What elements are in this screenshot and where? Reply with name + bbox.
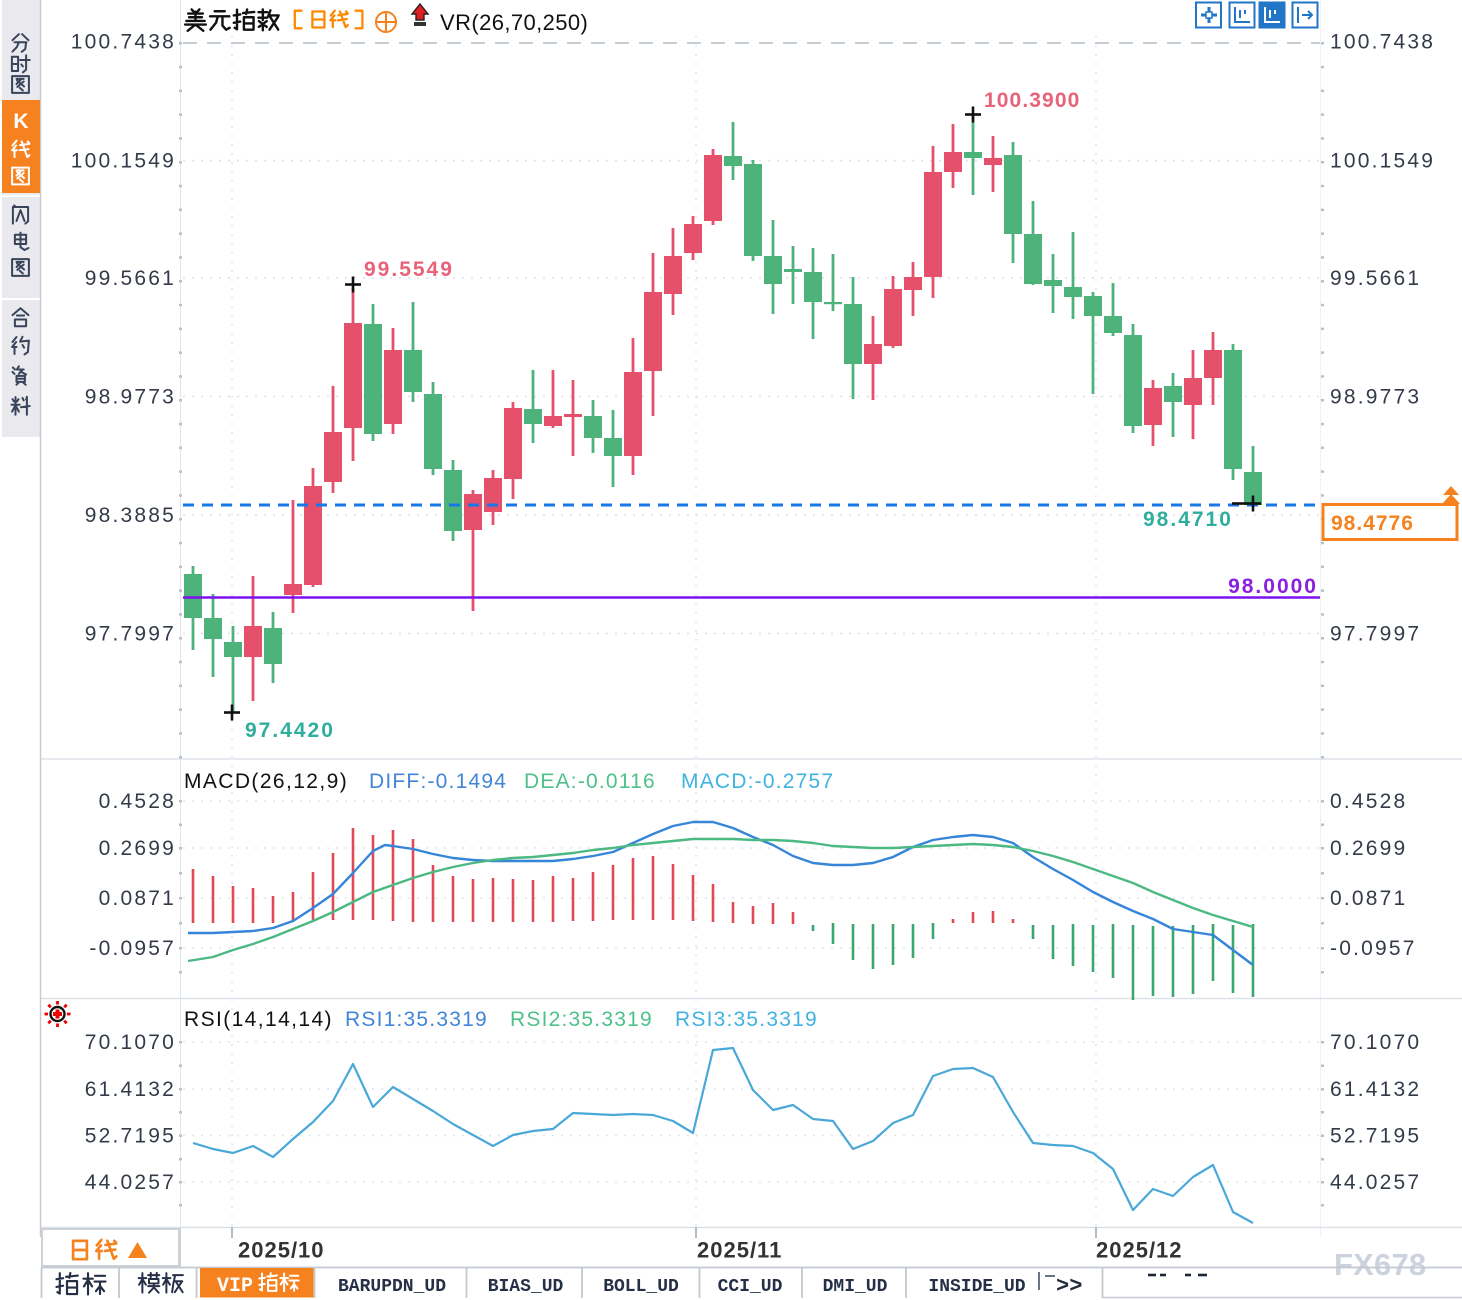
svg-text:98.9773: 98.9773 <box>85 386 176 409</box>
svg-text:CCI_UD: CCI_UD <box>718 1277 783 1297</box>
svg-text:BIAS_UD: BIAS_UD <box>488 1277 564 1297</box>
svg-text:0.0871: 0.0871 <box>1330 887 1407 910</box>
svg-text:99.5661: 99.5661 <box>1330 267 1421 290</box>
svg-text:-0.0957: -0.0957 <box>1330 937 1417 960</box>
svg-text:99.5661: 99.5661 <box>85 267 176 290</box>
svg-text:DEA:-0.0116: DEA:-0.0116 <box>524 770 656 793</box>
svg-text:61.4132: 61.4132 <box>1330 1078 1421 1101</box>
svg-text:0.0871: 0.0871 <box>99 887 176 910</box>
svg-text:K: K <box>13 110 28 133</box>
svg-text:100.1549: 100.1549 <box>1330 150 1435 173</box>
svg-text:98.0000: 98.0000 <box>1228 575 1318 598</box>
svg-text:RSI3:35.3319: RSI3:35.3319 <box>675 1008 818 1031</box>
svg-text:98.3885: 98.3885 <box>85 504 176 527</box>
svg-text:100.7438: 100.7438 <box>1330 31 1435 54</box>
svg-text:97.7997: 97.7997 <box>85 623 176 646</box>
svg-text:RSI2:35.3319: RSI2:35.3319 <box>510 1008 653 1031</box>
svg-text:MACD:-0.2757: MACD:-0.2757 <box>681 770 834 793</box>
svg-text:100.3900: 100.3900 <box>984 89 1080 112</box>
svg-text:98.9773: 98.9773 <box>1330 386 1421 409</box>
svg-text:44.0257: 44.0257 <box>1330 1171 1421 1194</box>
svg-text:RSI1:35.3319: RSI1:35.3319 <box>345 1008 488 1031</box>
svg-text:VIP: VIP <box>217 1275 253 1298</box>
svg-text:DIFF:-0.1494: DIFF:-0.1494 <box>369 770 507 793</box>
svg-text:2025/10: 2025/10 <box>238 1238 325 1263</box>
svg-text:DMI_UD: DMI_UD <box>823 1277 888 1297</box>
svg-text:100.1549: 100.1549 <box>71 150 176 173</box>
svg-text:2025/12: 2025/12 <box>1096 1238 1183 1263</box>
svg-text:BOLL_UD: BOLL_UD <box>603 1277 679 1297</box>
svg-text:BARUPDN_UD: BARUPDN_UD <box>338 1277 446 1297</box>
svg-text:97.4420: 97.4420 <box>245 719 335 742</box>
svg-text:VR(26,70,250): VR(26,70,250) <box>440 10 588 35</box>
svg-text:98.4776: 98.4776 <box>1331 512 1414 535</box>
svg-text:44.0257: 44.0257 <box>85 1171 176 1194</box>
svg-text:97.7997: 97.7997 <box>1330 623 1421 646</box>
svg-text:0.2699: 0.2699 <box>1330 837 1407 860</box>
svg-text:100.7438: 100.7438 <box>71 31 176 54</box>
svg-text:2025/11: 2025/11 <box>697 1238 782 1263</box>
svg-text:61.4132: 61.4132 <box>85 1078 176 1101</box>
svg-text:70.1070: 70.1070 <box>1330 1031 1421 1054</box>
svg-text:0.4528: 0.4528 <box>1330 790 1407 813</box>
svg-text:70.1070: 70.1070 <box>85 1031 176 1054</box>
svg-text:MACD(26,12,9): MACD(26,12,9) <box>184 770 348 793</box>
svg-text:-0.0957: -0.0957 <box>89 937 176 960</box>
svg-text:0.4528: 0.4528 <box>99 790 176 813</box>
svg-text:>>: >> <box>1056 1274 1082 1299</box>
svg-text:98.4710: 98.4710 <box>1143 508 1233 531</box>
svg-text:RSI(14,14,14): RSI(14,14,14) <box>184 1008 333 1031</box>
svg-text:0.2699: 0.2699 <box>99 837 176 860</box>
svg-text:52.7195: 52.7195 <box>85 1125 176 1148</box>
svg-text:52.7195: 52.7195 <box>1330 1125 1421 1148</box>
svg-text:FX678: FX678 <box>1334 1247 1426 1282</box>
svg-text:99.5549: 99.5549 <box>364 258 454 281</box>
svg-text:INSIDE_UD: INSIDE_UD <box>928 1277 1025 1297</box>
